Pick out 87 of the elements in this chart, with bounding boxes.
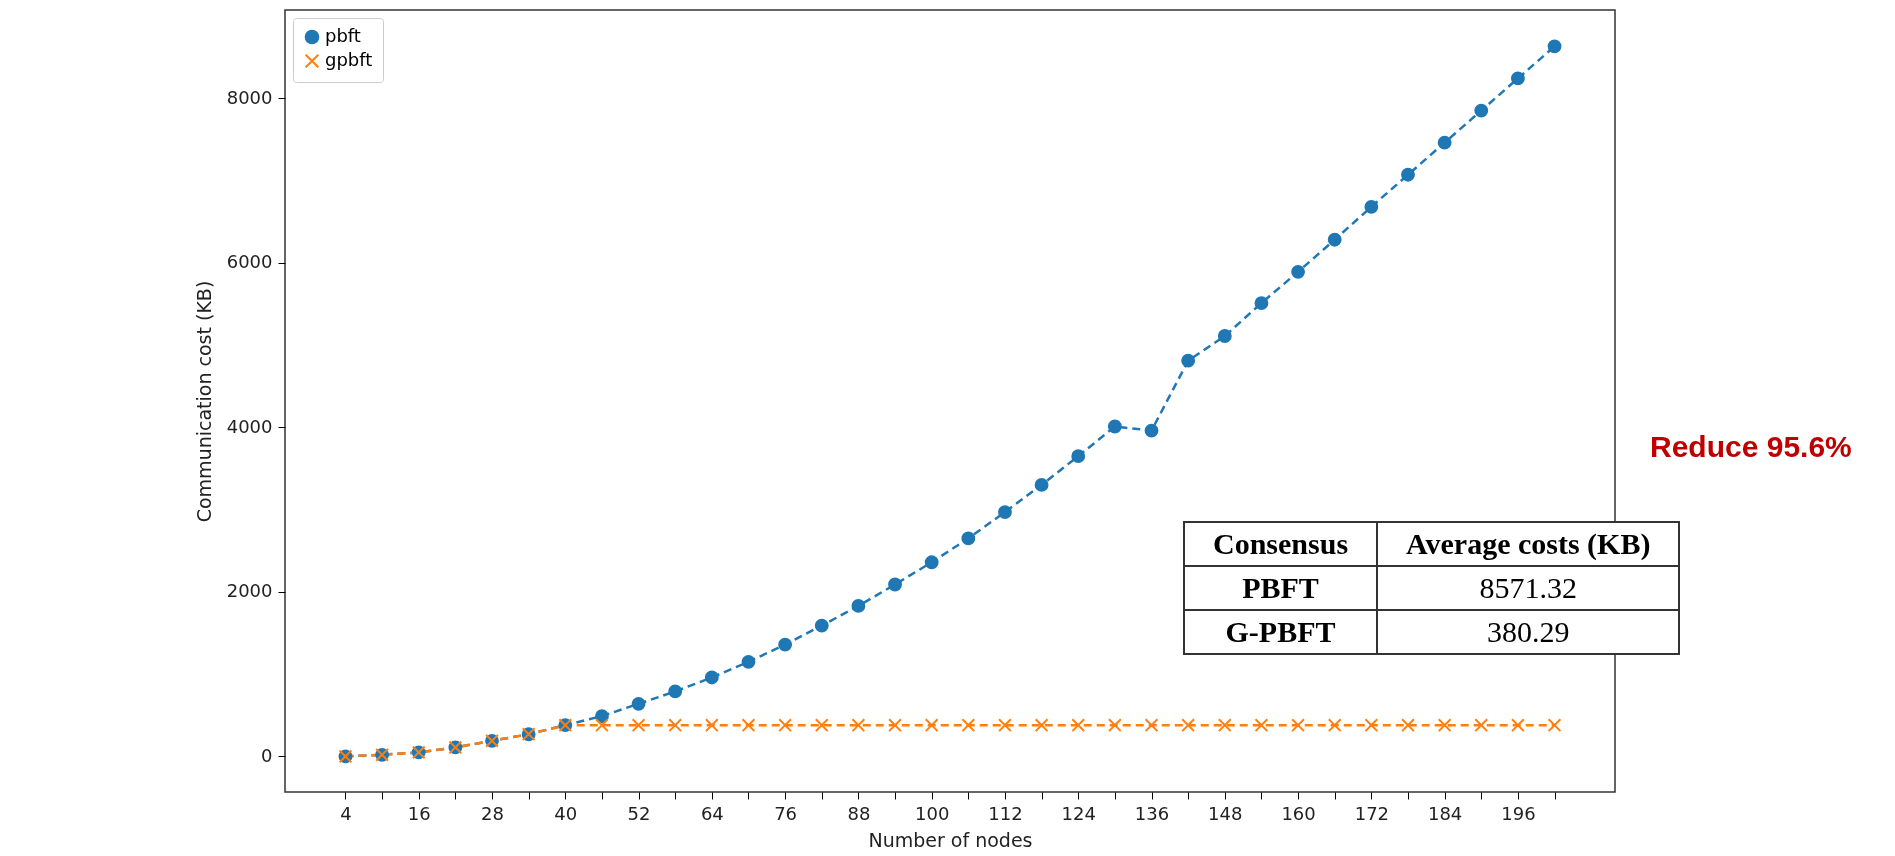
point <box>1181 718 1196 733</box>
x-tick-label: 172 <box>1354 802 1390 824</box>
point <box>924 555 939 570</box>
point <box>814 618 829 633</box>
y-axis-title: Communication cost (KB) <box>192 280 215 523</box>
x-tick-label: 88 <box>847 802 871 824</box>
x-tick-label: 112 <box>988 802 1023 824</box>
point <box>1034 478 1049 492</box>
x-tick-label: 184 <box>1427 802 1463 824</box>
point <box>1071 449 1086 464</box>
point <box>998 505 1012 519</box>
point <box>998 718 1012 733</box>
x-tick-label: 148 <box>1208 802 1243 824</box>
point <box>1181 353 1196 368</box>
point <box>961 718 976 733</box>
point <box>1327 718 1342 733</box>
point <box>704 670 719 685</box>
x-tick-label: 196 <box>1501 802 1536 824</box>
annotation: 8571.32 <box>1377 566 1680 610</box>
x-tick-label: 124 <box>1061 802 1096 824</box>
point <box>1364 199 1379 214</box>
point <box>1547 39 1562 54</box>
y-tick-label: 0 <box>261 744 273 766</box>
y-tick-label: 6000 <box>226 251 273 273</box>
legend-label: pbft <box>325 25 361 46</box>
point <box>1437 718 1452 733</box>
point <box>1217 329 1232 343</box>
point <box>1364 718 1379 733</box>
x-tick-label: 100 <box>915 802 950 824</box>
point <box>1034 718 1049 733</box>
point <box>1107 419 1122 434</box>
point <box>1510 71 1525 86</box>
point <box>924 718 939 733</box>
point <box>888 718 902 733</box>
point <box>1401 167 1415 182</box>
point <box>1144 423 1159 438</box>
point <box>668 684 683 699</box>
y-tick-label: 8000 <box>226 86 273 108</box>
point <box>741 654 756 669</box>
point <box>1144 718 1159 733</box>
point <box>778 637 793 652</box>
x-tick-label: 136 <box>1134 802 1170 824</box>
point <box>595 718 609 733</box>
point <box>1474 718 1489 733</box>
x-tick-label: 4 <box>340 802 352 824</box>
x-tick-label: 160 <box>1281 802 1316 824</box>
point <box>1107 718 1122 733</box>
point <box>1254 718 1269 733</box>
point <box>961 531 976 546</box>
point <box>1510 718 1525 733</box>
x-tick-label: 16 <box>407 802 431 824</box>
point <box>595 709 609 724</box>
point <box>1474 103 1489 118</box>
point <box>851 598 866 613</box>
x-tick-label: 40 <box>554 802 578 824</box>
point <box>1401 718 1415 733</box>
point <box>1327 232 1342 247</box>
x-tick-label: 28 <box>481 802 504 824</box>
point <box>1217 718 1232 733</box>
annotation: 380.29 <box>1377 610 1680 654</box>
point <box>1291 718 1305 733</box>
point <box>1291 264 1305 279</box>
point <box>1437 135 1452 150</box>
point <box>851 718 866 733</box>
point <box>814 718 829 733</box>
point <box>1254 296 1269 310</box>
point <box>1547 718 1562 733</box>
x-tick-label: 52 <box>627 802 651 824</box>
x-tick-label: 64 <box>700 802 724 824</box>
point <box>888 577 902 592</box>
point <box>668 718 683 733</box>
point <box>631 718 646 733</box>
point <box>631 696 646 711</box>
text: Reduce 95.6% <box>1650 430 1852 464</box>
legend-label: gpbft <box>325 49 373 70</box>
x-axis-title: Number of nodes <box>868 828 1033 851</box>
point <box>741 718 756 733</box>
annotation: PBFT <box>1184 566 1378 610</box>
point <box>778 718 793 733</box>
point <box>1071 718 1086 733</box>
y-tick-label: 4000 <box>226 415 273 437</box>
annotation: Average costs (KB) <box>1377 522 1680 566</box>
annotation: Consensus <box>1184 522 1378 566</box>
x-tick-label: 76 <box>774 802 798 824</box>
point <box>704 718 719 733</box>
annotation: G-PBFT <box>1184 610 1378 654</box>
y-tick-label: 2000 <box>226 580 273 602</box>
